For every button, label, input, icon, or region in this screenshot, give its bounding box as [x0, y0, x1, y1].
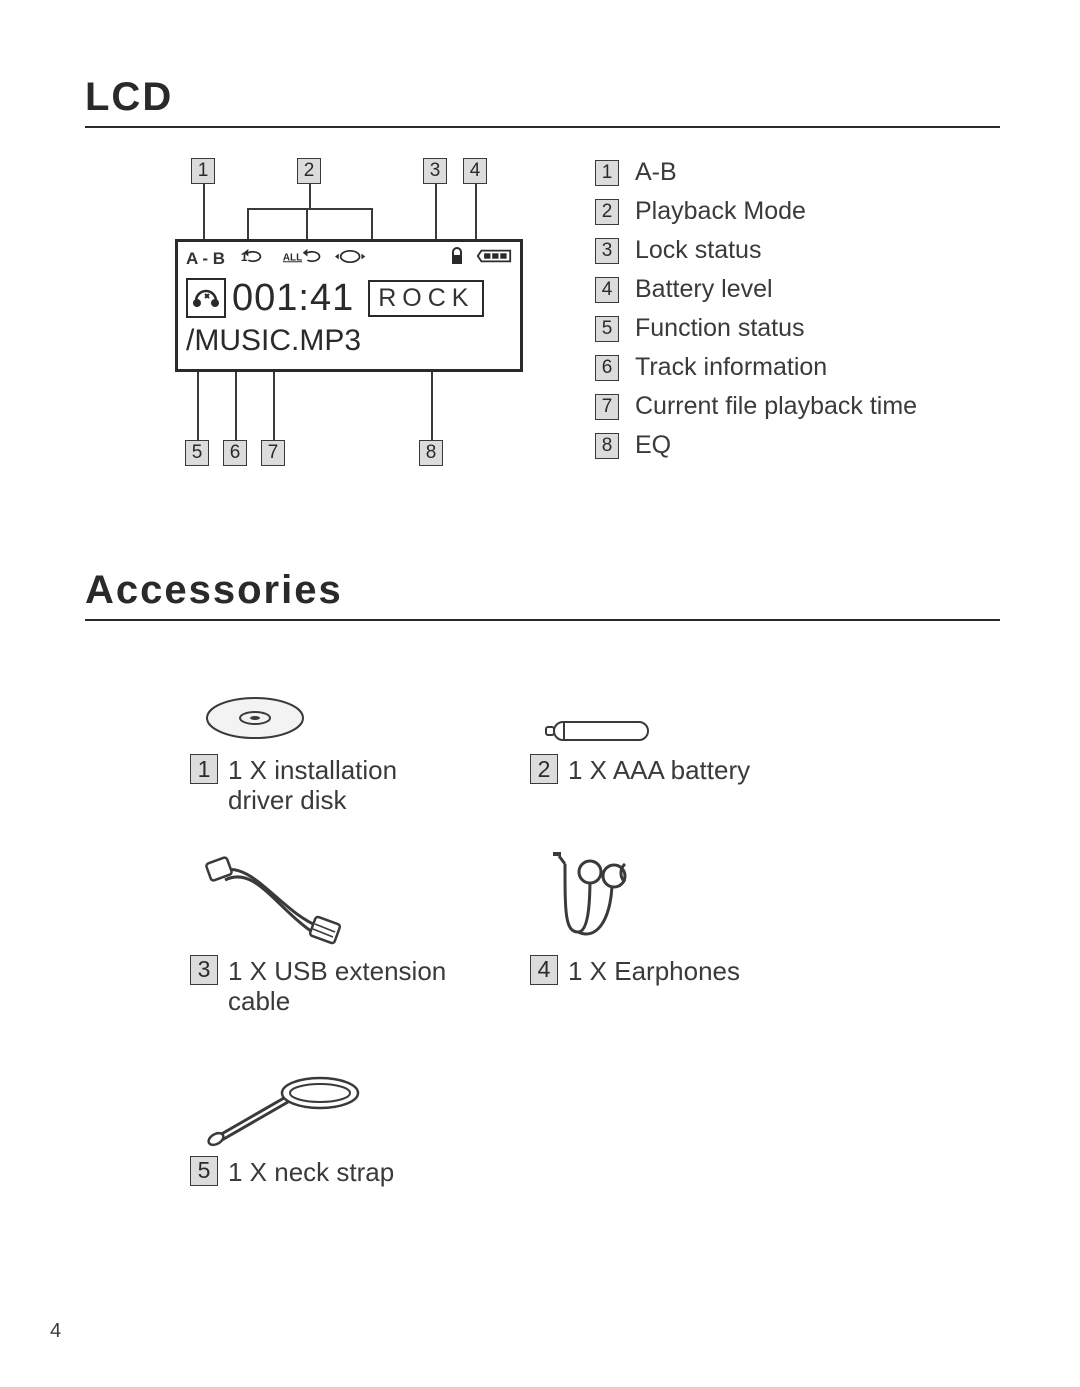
lcd-legend: 1 A-B 2 Playback Mode 3 Lock status 4 Batter…	[595, 158, 1000, 508]
legend-label: Lock status	[635, 236, 761, 265]
legend-label: A-B	[635, 158, 677, 187]
battery-icon	[476, 247, 512, 270]
accessory-label: 1 X USB extension cable	[228, 955, 468, 1017]
eq-mode: ROCK	[368, 280, 484, 317]
section-rule	[85, 619, 1000, 621]
legend-item: 7 Current file playback time	[595, 392, 1000, 421]
callout-box: 3	[423, 158, 447, 184]
accessory-num: 3	[190, 955, 218, 985]
accessory-num: 2	[530, 754, 558, 784]
accessories-heading: Accessories	[85, 568, 1000, 613]
earphones-icon	[530, 852, 870, 947]
accessory-label: 1 X Earphones	[568, 955, 740, 987]
ab-indicator: A - B	[186, 249, 225, 269]
leader-line	[235, 372, 237, 440]
lcd-section: 1 2 3 4 A - B 1 ALL	[175, 158, 1000, 508]
callout-box: 5	[185, 440, 209, 466]
callout-box: 2	[297, 158, 321, 184]
leader-line	[435, 184, 437, 239]
legend-num: 8	[595, 433, 619, 459]
section-rule	[85, 126, 1000, 128]
shuffle-icon	[335, 248, 369, 270]
callout-box: 1	[191, 158, 215, 184]
legend-item: 5 Function status	[595, 314, 1000, 343]
accessory-item: 5 1 X neck strap	[190, 1053, 530, 1188]
aaa-battery-icon	[530, 651, 870, 746]
leader-line	[371, 208, 373, 239]
legend-label: EQ	[635, 431, 671, 460]
accessory-item: 2 1 X AAA battery	[530, 651, 870, 816]
legend-label: Current file playback time	[635, 392, 917, 421]
legend-item: 8 EQ	[595, 431, 1000, 460]
leader-line	[309, 184, 311, 208]
repeat-one-icon: 1	[237, 248, 269, 270]
legend-label: Track information	[635, 353, 827, 382]
accessory-label: 1 X AAA battery	[568, 754, 750, 786]
legend-num: 6	[595, 355, 619, 381]
cd-icon	[190, 651, 530, 746]
leader-line	[273, 372, 275, 440]
leader-line	[475, 184, 477, 239]
lcd-screen: A - B 1 ALL	[175, 239, 523, 372]
callout-box: 7	[261, 440, 285, 466]
accessory-num: 4	[530, 955, 558, 985]
accessory-item: 1 1 X installation driver disk	[190, 651, 530, 816]
legend-item: 3 Lock status	[595, 236, 1000, 265]
callout-box: 6	[223, 440, 247, 466]
accessory-item: 4 1 X Earphones	[530, 852, 870, 1017]
leader-line	[203, 184, 205, 239]
accessory-label: 1 X installation driver disk	[228, 754, 468, 816]
leader-line	[306, 208, 308, 239]
headphones-icon	[186, 278, 226, 318]
leader-line	[197, 372, 199, 440]
leader-line	[247, 208, 249, 239]
neck-strap-icon	[190, 1053, 530, 1148]
track-filename: /MUSIC.MP3	[186, 324, 361, 357]
legend-num: 2	[595, 199, 619, 225]
lock-icon	[450, 247, 464, 270]
accessory-num: 5	[190, 1156, 218, 1186]
legend-item: 4 Battery level	[595, 275, 1000, 304]
legend-item: 1 A-B	[595, 158, 1000, 187]
page-number: 4	[50, 1320, 61, 1343]
legend-num: 3	[595, 238, 619, 264]
legend-num: 4	[595, 277, 619, 303]
playback-time: 001:41	[232, 277, 354, 320]
legend-item: 6 Track information	[595, 353, 1000, 382]
legend-num: 5	[595, 316, 619, 342]
leader-line	[247, 208, 371, 210]
legend-label: Function status	[635, 314, 805, 343]
callout-box: 4	[463, 158, 487, 184]
legend-label: Playback Mode	[635, 197, 806, 226]
accessory-item: 3 1 X USB extension cable	[190, 852, 530, 1017]
callout-box: 8	[419, 440, 443, 466]
svg-text:ALL: ALL	[283, 252, 302, 263]
repeat-all-icon: ALL	[281, 248, 323, 270]
lcd-diagram: 1 2 3 4 A - B 1 ALL	[175, 158, 555, 508]
legend-num: 7	[595, 394, 619, 420]
accessory-label: 1 X neck strap	[228, 1156, 394, 1188]
legend-num: 1	[595, 160, 619, 186]
legend-item: 2 Playback Mode	[595, 197, 1000, 226]
accessory-num: 1	[190, 754, 218, 784]
lcd-heading: LCD	[85, 75, 1000, 120]
accessories-grid: 1 1 X installation driver disk 2 1 X AAA b…	[190, 651, 1000, 1187]
usb-cable-icon	[190, 852, 530, 947]
leader-line	[431, 372, 433, 440]
legend-label: Battery level	[635, 275, 773, 304]
